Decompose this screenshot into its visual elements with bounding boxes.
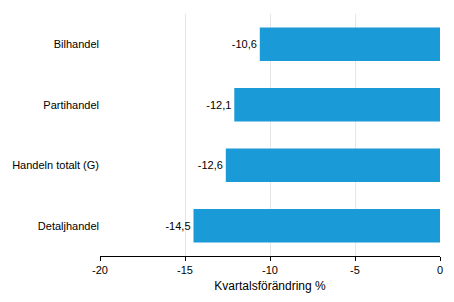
svg-text:Kvartalsförändring %: Kvartalsförändring % — [214, 279, 326, 293]
svg-text:-5: -5 — [350, 264, 360, 276]
svg-text:Handeln totalt (G): Handeln totalt (G) — [12, 159, 99, 171]
svg-text:-10,6: -10,6 — [232, 38, 257, 50]
svg-text:-12,6: -12,6 — [198, 159, 223, 171]
svg-text:0: 0 — [437, 264, 443, 276]
svg-text:-14,5: -14,5 — [165, 220, 190, 232]
svg-text:-10: -10 — [262, 264, 278, 276]
svg-text:Bilhandel: Bilhandel — [54, 38, 99, 50]
svg-text:-12,1: -12,1 — [206, 99, 231, 111]
svg-text:-20: -20 — [92, 264, 108, 276]
svg-text:Detaljhandel: Detaljhandel — [38, 220, 99, 232]
svg-text:-15: -15 — [177, 264, 193, 276]
svg-text:Partihandel: Partihandel — [43, 99, 99, 111]
